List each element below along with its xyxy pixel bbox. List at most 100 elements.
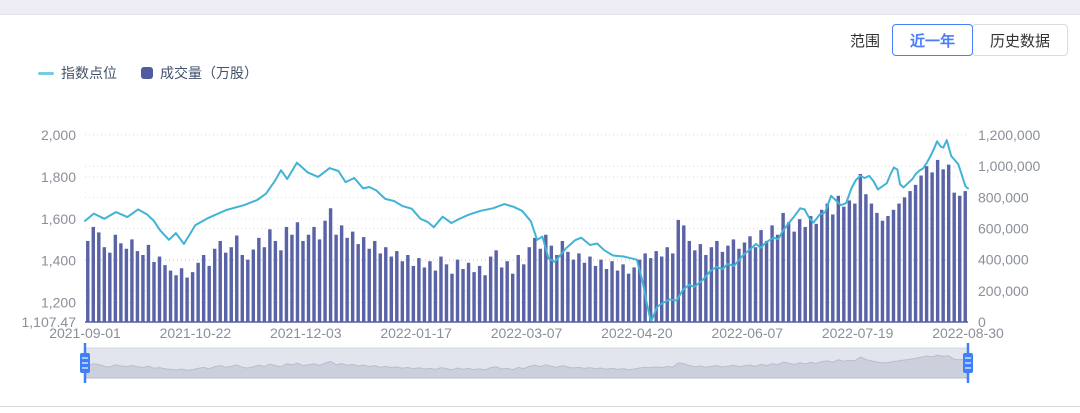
y-left-tick-label: 1,107.47 xyxy=(22,314,77,330)
volume-bar xyxy=(306,234,311,322)
volume-bar xyxy=(400,261,405,322)
volume-bar xyxy=(323,220,327,322)
volume-bar xyxy=(599,259,603,322)
volume-bar xyxy=(428,261,432,322)
volume-bar xyxy=(676,219,680,322)
volume-bar xyxy=(621,264,625,322)
volume-bar xyxy=(91,226,95,322)
volume-bar xyxy=(168,270,173,322)
volume-bar xyxy=(124,248,129,322)
y-right-tick-label: 800,000 xyxy=(978,189,1029,205)
volume-bar xyxy=(742,242,747,322)
x-tick-label: 2021-10-22 xyxy=(160,325,232,341)
range-button-past-year[interactable]: 近一年 xyxy=(891,24,973,56)
volume-bar xyxy=(86,240,90,322)
volume-bar xyxy=(246,259,250,322)
volume-bar xyxy=(527,247,531,322)
y-left-tick-label: 1,400 xyxy=(41,253,76,269)
volume-bar xyxy=(378,253,382,322)
x-tick-label: 2021-12-03 xyxy=(270,325,342,341)
volume-bar xyxy=(262,247,267,322)
volume-bar xyxy=(908,191,912,322)
volume-bar xyxy=(174,275,178,322)
volume-bar xyxy=(549,245,554,322)
volume-bar xyxy=(499,267,504,322)
legend-label-volume: 成交量（万股） xyxy=(160,65,258,81)
volume-bar xyxy=(820,209,824,322)
volume-bar xyxy=(952,192,956,322)
volume-bar xyxy=(395,251,399,322)
index-line xyxy=(84,139,969,323)
y-right-tick-label: 400,000 xyxy=(978,252,1029,268)
volume-bar xyxy=(444,264,449,322)
x-tick-label: 2022-03-07 xyxy=(491,325,563,341)
volume-bar xyxy=(764,240,769,322)
volume-bar xyxy=(858,173,863,322)
volume-bar xyxy=(422,267,427,322)
volume-bar xyxy=(648,258,653,322)
volume-bar xyxy=(179,268,184,322)
volume-bar xyxy=(687,240,692,322)
volume-bar xyxy=(886,216,890,322)
volume-bar xyxy=(373,240,377,322)
volume-bar xyxy=(814,223,818,322)
volume-bar xyxy=(477,265,482,322)
volume-bar xyxy=(466,262,471,322)
line-series-marker-icon xyxy=(38,71,54,75)
volume-bar xyxy=(488,256,493,322)
volume-bar xyxy=(704,254,708,322)
volume-bar xyxy=(339,225,344,322)
volume-bar xyxy=(643,253,647,322)
volume-bar xyxy=(345,237,349,322)
volume-bar xyxy=(842,206,846,322)
volume-bar xyxy=(560,240,565,322)
volume-bar xyxy=(505,261,509,322)
legend-item-volume[interactable]: 成交量（万股） xyxy=(141,63,258,83)
volume-bar xyxy=(273,240,278,322)
volume-bar xyxy=(152,262,156,322)
volume-bar xyxy=(588,256,592,322)
volume-bar xyxy=(632,267,636,322)
range-selector: 范围 近一年 历史数据 xyxy=(850,24,1068,56)
volume-bar xyxy=(157,256,162,322)
volume-bar xyxy=(135,251,140,322)
volume-bar xyxy=(781,212,785,322)
legend-item-index-line[interactable]: 指数点位 xyxy=(38,63,117,83)
volume-bar xyxy=(113,234,118,322)
volume-bar xyxy=(963,191,967,322)
volume-bar xyxy=(108,252,112,322)
volume-bar xyxy=(290,234,294,322)
y-left-tick-label: 2,000 xyxy=(41,127,76,143)
volume-bar xyxy=(654,251,658,322)
volume-bar xyxy=(610,261,614,322)
volume-bar xyxy=(417,258,421,322)
volume-bar xyxy=(301,240,305,322)
volume-bar xyxy=(615,270,620,322)
volume-bar xyxy=(201,254,206,322)
volume-bar xyxy=(146,244,151,322)
volume-bar xyxy=(797,219,802,322)
volume-bar xyxy=(836,195,841,322)
volume-bar xyxy=(279,250,283,322)
volume-bar xyxy=(119,243,123,322)
volume-bar xyxy=(406,254,410,322)
volume-bar xyxy=(753,247,758,322)
volume-bar xyxy=(659,256,664,322)
volume-bar xyxy=(190,272,195,322)
volume-bar xyxy=(102,247,107,322)
volume-bar xyxy=(593,265,598,322)
volume-bar xyxy=(212,248,217,322)
volume-bar xyxy=(577,253,581,322)
volume-bar xyxy=(218,240,222,322)
volume-bar xyxy=(759,230,763,322)
volume-bar xyxy=(880,220,885,322)
volume-bar xyxy=(295,222,300,322)
volume-bar xyxy=(958,195,962,322)
volume-bar xyxy=(461,269,465,322)
volume-bar xyxy=(384,247,388,322)
y-right-tick-label: 1,200,000 xyxy=(978,127,1040,143)
volume-bar xyxy=(748,236,752,322)
volume-bar xyxy=(97,232,101,322)
volume-bar xyxy=(626,273,631,322)
